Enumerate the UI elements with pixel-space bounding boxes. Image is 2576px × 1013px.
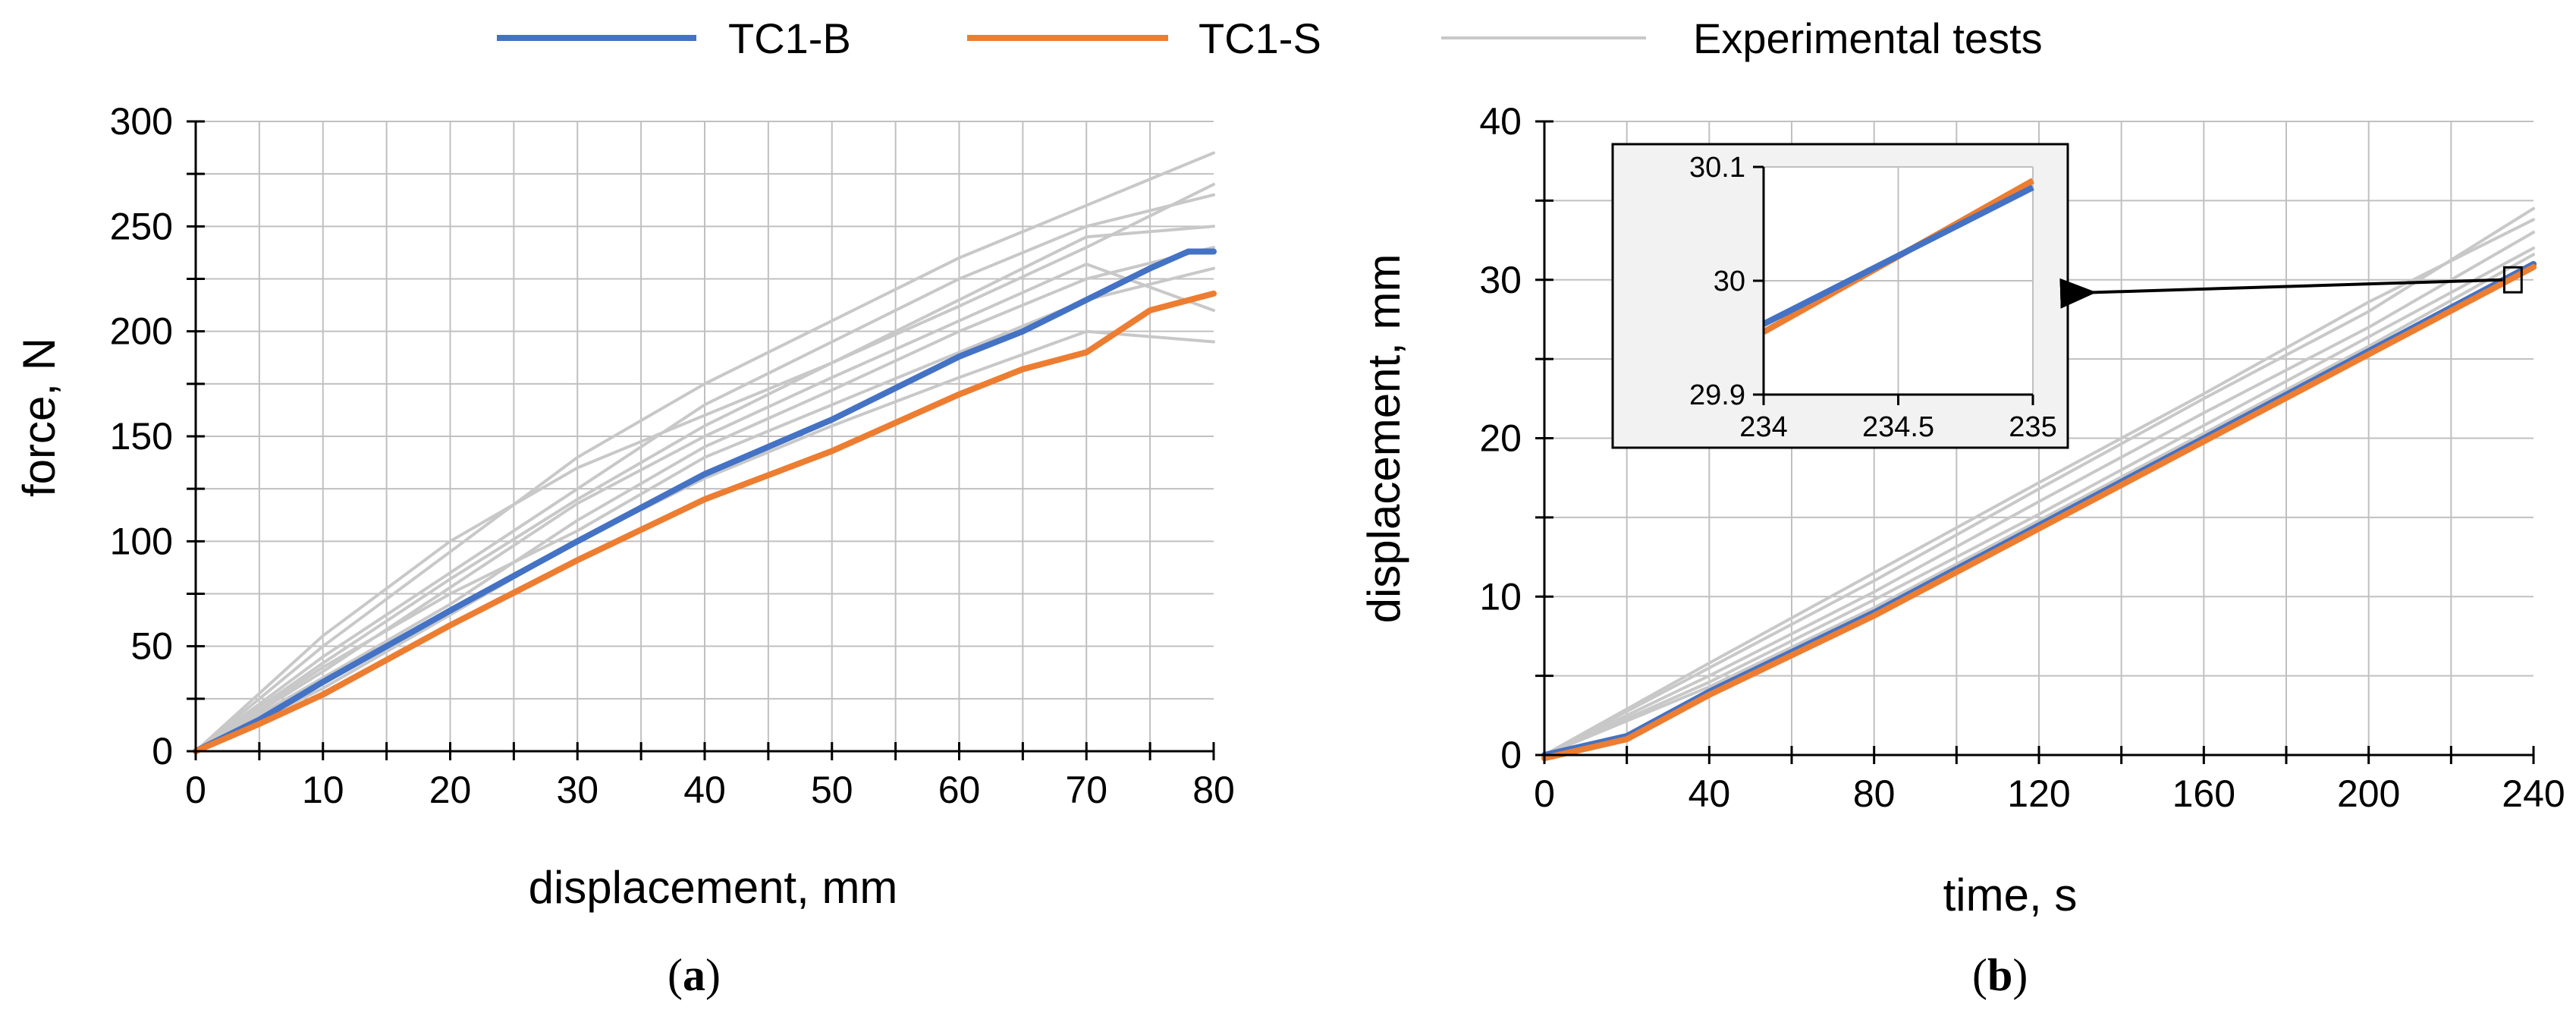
x-tick-label: 40 [683, 769, 726, 811]
inset-tick-labels: 234 234.5 235 29.9 30 30.1 [1689, 152, 2057, 443]
chart-b-y-axis-label: displacement, mm [1359, 254, 1409, 624]
x-tick-label: 240 [2502, 772, 2565, 815]
zoom-arrow [2059, 278, 2503, 309]
y-tick-label: 50 [130, 625, 173, 668]
chart-a-tick-labels: 0 10 20 30 40 50 60 70 80 0 50 100 150 200 250 300 [110, 100, 1235, 811]
y-tick-label: 200 [110, 310, 173, 353]
inset-series [1762, 178, 2034, 335]
panel-label-a-open: ( [668, 950, 683, 1000]
legend-label-tc1-s: TC1-S [1198, 14, 1321, 62]
panel-label-b-close: ) [2012, 950, 2028, 1000]
series-line-tc1-s-1 [1541, 264, 2537, 762]
inset-x-tick-label: 234 [1739, 411, 1787, 443]
legend-label-experimental: Experimental tests [1693, 14, 2043, 62]
y-tick-label: 40 [1479, 100, 1522, 143]
series-line-experimental-tests-4 [1543, 247, 2535, 757]
chart-b-inset: 234 234.5 235 29.9 30 30.1 [1611, 143, 2069, 449]
panel-label-a-letter: a [683, 950, 705, 1000]
x-tick-label: 80 [1853, 772, 1896, 815]
panel-label-b-open: ( [1972, 950, 1987, 1000]
series-line-experimental-tests-7 [194, 225, 1215, 753]
x-tick-label: 70 [1065, 769, 1107, 811]
chart-b-tick-labels: 0 40 80 120 160 200 240 0 10 20 30 40 [1479, 100, 2565, 815]
x-tick-label: 20 [429, 769, 472, 811]
zoom-box [2502, 266, 2523, 294]
chart-a-x-axis-label: displacement, mm [529, 862, 898, 913]
y-tick-label: 10 [1479, 575, 1522, 618]
x-tick-label: 200 [2337, 772, 2400, 815]
y-tick-label: 300 [110, 100, 173, 143]
x-tick-label: 160 [2172, 772, 2235, 815]
series-line-experimental-tests-6 [194, 246, 1215, 753]
y-tick-label: 100 [110, 520, 173, 562]
series-line-experimental-tests-6 [1543, 218, 2535, 757]
chart-a-series [193, 151, 1217, 754]
chart-a-y-axis-label: force, N [14, 338, 64, 497]
chart-a-axes [187, 120, 1215, 760]
y-tick-label: 150 [110, 415, 173, 458]
chart-b: 0 40 80 120 160 200 240 0 10 20 30 40 time, s displ… [1359, 100, 2565, 1000]
panel-label-a: (a) [668, 950, 721, 1000]
x-tick-label: 0 [185, 769, 206, 811]
y-tick-label: 20 [1479, 417, 1522, 460]
y-tick-label: 0 [152, 730, 173, 772]
zoom-callout [2059, 266, 2523, 309]
inset-series-line-tc1-b [1762, 184, 2034, 327]
x-tick-label: 50 [811, 769, 853, 811]
x-tick-label: 120 [2007, 772, 2070, 815]
panel-label-b-letter: b [1987, 950, 2012, 1000]
series-line-experimental-tests-8 [194, 263, 1215, 753]
series-line-experimental-tests-2 [1543, 206, 2535, 757]
y-tick-label: 0 [1500, 734, 1522, 776]
series-line-experimental-tests-9 [194, 183, 1215, 753]
panel-label-a-close: ) [705, 950, 721, 1000]
series-line-experimental-tests-4 [194, 329, 1215, 753]
x-tick-label: 10 [302, 769, 344, 811]
chart-b-x-axis-label: time, s [1943, 870, 2078, 920]
series-line-experimental-tests-5 [1543, 253, 2535, 757]
chart-b-axes [1535, 120, 2535, 764]
panel-label-b: (b) [1972, 950, 2028, 1000]
x-tick-label: 0 [1534, 772, 1555, 815]
inset-x-tick-label: 235 [2009, 411, 2056, 443]
chart-b-series [1541, 206, 2537, 762]
inset-x-tick-label: 234.5 [1862, 411, 1934, 443]
series-line-experimental-tests-3 [194, 151, 1215, 753]
series-line-experimental-tests-5 [194, 193, 1215, 753]
y-tick-label: 250 [110, 205, 173, 247]
series-line-experimental-tests-3 [1543, 231, 2535, 757]
legend: TC1-B TC1-S Experimental tests [497, 14, 2043, 62]
x-tick-label: 60 [938, 769, 981, 811]
series-line-tc1-b-0 [193, 248, 1217, 754]
x-tick-label: 30 [556, 769, 598, 811]
series-line-tc1-s-1 [193, 290, 1217, 754]
x-tick-label: 40 [1689, 772, 1731, 815]
inset-y-tick-label: 30.1 [1689, 152, 1745, 184]
inset-y-tick-label: 30 [1714, 266, 1745, 297]
x-tick-label: 80 [1192, 769, 1235, 811]
y-tick-label: 30 [1479, 259, 1522, 301]
chart-a: 0 10 20 30 40 50 60 70 80 0 50 100 150 200 250 300 disp… [14, 100, 1235, 1000]
legend-label-tc1-b: TC1-B [728, 14, 851, 62]
inset-y-tick-label: 29.9 [1689, 379, 1745, 411]
inset-axes [1753, 165, 2034, 405]
